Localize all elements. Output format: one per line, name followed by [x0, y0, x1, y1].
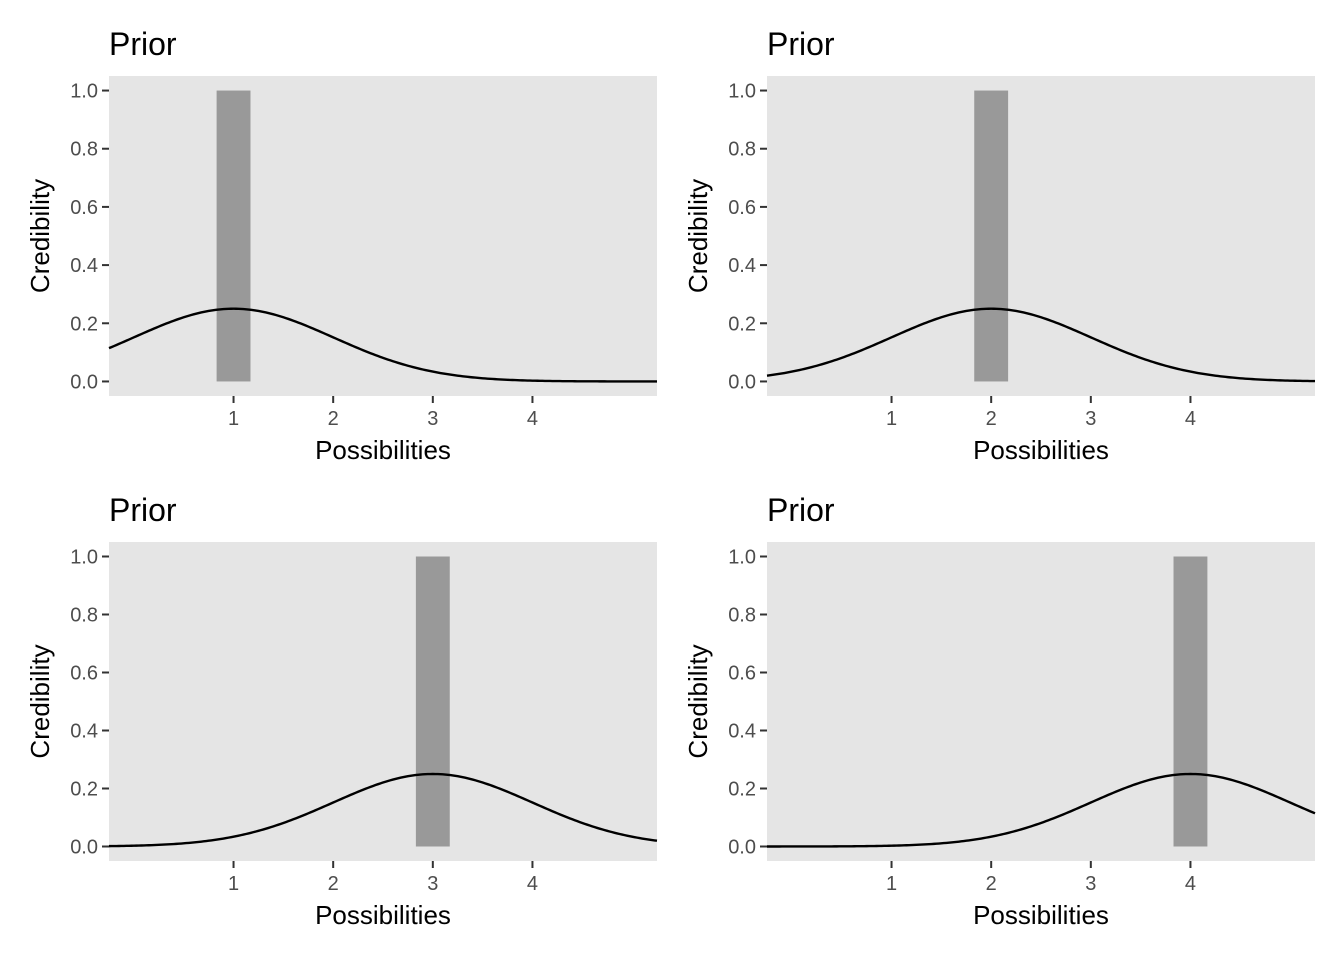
bar-1 [1173, 556, 1208, 847]
y-tick-label: 0.6 [728, 197, 756, 219]
y-tick-label: 0.0 [70, 837, 98, 859]
x-tick-label: 1 [886, 873, 897, 895]
y-tick-label: 0.8 [728, 139, 756, 161]
y-tick-label: 1.0 [728, 547, 756, 569]
y-tick-label: 0.2 [728, 779, 756, 801]
chart-panel-2: 0.0 0.2 0.4 0.6 0.8 1.0 1 2 3 4 Prior Possibilities… [683, 26, 1316, 465]
y-tick-label: 0.2 [70, 313, 98, 335]
y-axis-title: Credibility [683, 644, 713, 758]
bar-1 [974, 90, 1009, 382]
bar-1 [415, 556, 450, 847]
y-tick-label: 0.8 [70, 605, 98, 627]
x-tick-label: 3 [1085, 408, 1096, 430]
x-tick-label: 2 [986, 873, 997, 895]
x-tick-label: 4 [1185, 408, 1196, 430]
prior-curve [108, 307, 658, 383]
y-tick-label: 1.0 [728, 81, 756, 103]
y-tick-label: 0.2 [70, 779, 98, 801]
y-tick-label: 0.4 [728, 721, 756, 743]
y-tick-label: 0.4 [728, 255, 756, 277]
prior-curve [108, 772, 658, 848]
x-tick-label: 4 [1185, 873, 1196, 895]
y-tick-label: 1.0 [70, 81, 98, 103]
x-tick-label: 4 [527, 408, 538, 430]
plot-background [767, 76, 1315, 396]
plot-background [109, 76, 657, 396]
x-tick-label: 3 [1085, 873, 1096, 895]
chart-title: Prior [109, 492, 177, 528]
y-tick-label: 0.2 [728, 313, 756, 335]
chart-panel-1: 0.0 0.2 0.4 0.6 0.8 1.0 1 2 3 4 Prior Possibilities… [25, 26, 658, 465]
x-axis-title: Possibilities [973, 900, 1109, 930]
x-tick-label: 4 [527, 873, 538, 895]
y-tick-label: 0.4 [70, 255, 98, 277]
y-tick-label: 1.0 [70, 547, 98, 569]
plot-background [767, 542, 1315, 861]
y-axis-title: Credibility [25, 179, 55, 293]
y-tick-label: 0.8 [728, 605, 756, 627]
y-tick-label: 0.4 [70, 721, 98, 743]
chart-panel-4: 0.0 0.2 0.4 0.6 0.8 1.0 1 2 3 4 Prior Possibilities… [683, 492, 1316, 930]
y-tick-label: 0.6 [70, 663, 98, 685]
chart-panel-3: 0.0 0.2 0.4 0.6 0.8 1.0 1 2 3 4 Prior Possibilities… [25, 492, 658, 930]
x-axis-title: Possibilities [973, 435, 1109, 465]
y-tick-label: 0.6 [728, 663, 756, 685]
y-tick-label: 0.0 [728, 371, 756, 393]
x-axis-title: Possibilities [315, 435, 451, 465]
prior-curve [767, 772, 1316, 848]
x-tick-label: 1 [228, 873, 239, 895]
y-axis-title: Credibility [683, 179, 713, 293]
x-tick-label: 1 [228, 408, 239, 430]
y-tick-label: 0.8 [70, 139, 98, 161]
x-tick-label: 1 [886, 408, 897, 430]
x-tick-label: 3 [427, 408, 438, 430]
chart-title: Prior [109, 26, 177, 62]
x-axis-title: Possibilities [315, 900, 451, 930]
y-tick-label: 0.0 [728, 837, 756, 859]
prior-curve [766, 307, 1316, 383]
x-tick-label: 2 [986, 408, 997, 430]
y-tick-label: 0.0 [70, 371, 98, 393]
chart-title: Prior [767, 26, 835, 62]
plot-background [109, 542, 657, 861]
x-tick-label: 2 [328, 408, 339, 430]
bar-1 [216, 90, 251, 382]
x-tick-label: 2 [328, 873, 339, 895]
y-tick-label: 0.6 [70, 197, 98, 219]
y-axis-title: Credibility [25, 644, 55, 758]
chart-title: Prior [767, 492, 835, 528]
x-tick-label: 3 [427, 873, 438, 895]
